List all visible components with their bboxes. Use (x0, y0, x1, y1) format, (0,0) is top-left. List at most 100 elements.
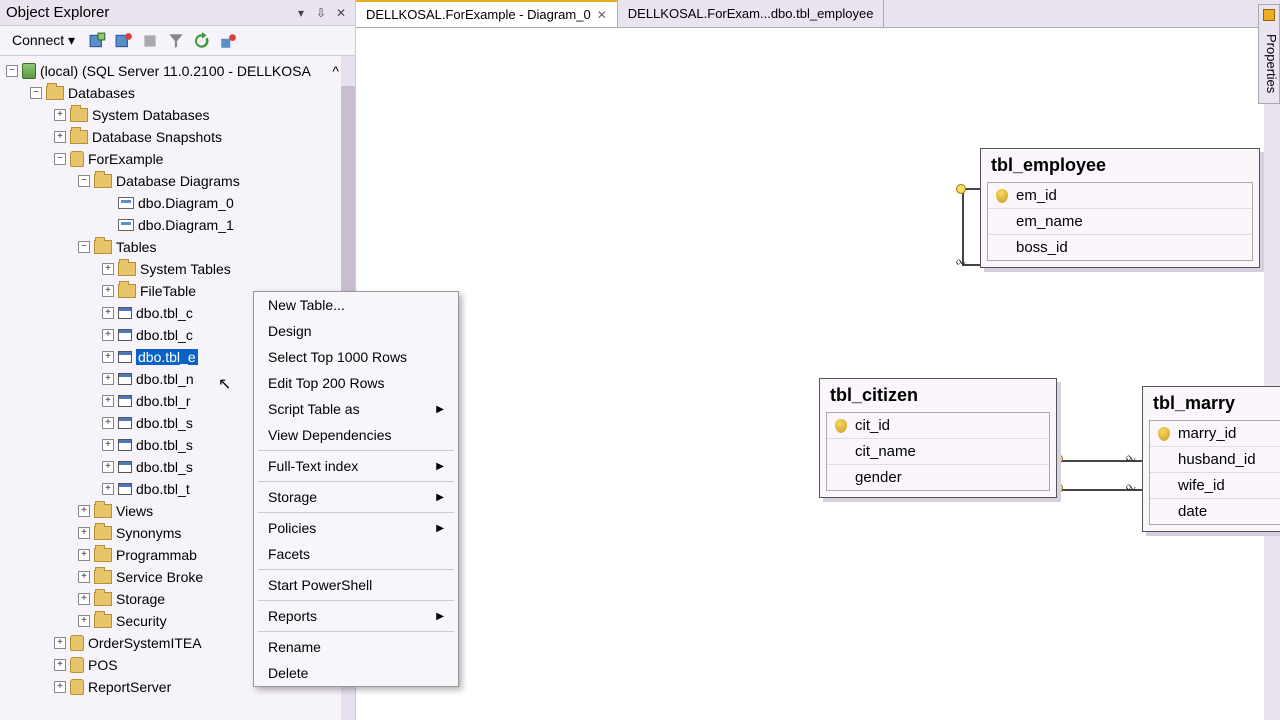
tree-diagram-1[interactable]: dbo.Diagram_1 (0, 214, 355, 236)
entity-marry[interactable]: tbl_marrymarry_idhusband_idwife_iddate (1142, 386, 1280, 532)
menu-item-label: Rename (268, 639, 321, 655)
relation-infinity-icon: ⧜ (1126, 450, 1136, 465)
diagram-icon (118, 219, 134, 231)
key-spacer (1158, 479, 1170, 493)
tree-tables[interactable]: −Tables (0, 236, 355, 258)
column-name: gender (855, 469, 902, 486)
menu-item-full-text-index[interactable]: Full-Text index ▶ (254, 453, 458, 479)
tree-forexample-db[interactable]: −ForExample (0, 148, 355, 170)
submenu-arrow-icon: ▶ (436, 461, 444, 472)
folder-icon (94, 504, 112, 518)
column-name: marry_id (1178, 425, 1236, 442)
key-spacer (996, 215, 1008, 229)
connect-button[interactable]: Connect ▾ (6, 30, 81, 51)
pin-icon[interactable]: ⇩ (313, 5, 329, 21)
entity-columns: marry_id husband_idwife_iddate (1149, 420, 1280, 525)
diagram-canvas[interactable]: ▲ ⧜ ⧜ ⧜ tbl_employeeem_idem_nameboss_idt… (356, 28, 1280, 720)
column-name: em_name (1016, 213, 1083, 230)
tree-system-databases[interactable]: +System Databases (0, 104, 355, 126)
folder-icon (94, 614, 112, 628)
entity-column[interactable]: cit_name (827, 439, 1049, 465)
document-tabs: DELLKOSAL.ForExample - Diagram_0 ✕ DELLK… (356, 0, 1280, 28)
entity-column[interactable]: em_name (988, 209, 1252, 235)
tab-close-icon[interactable]: ✕ (597, 8, 607, 22)
key-spacer (1158, 453, 1170, 467)
menu-item-reports[interactable]: Reports▶ (254, 603, 458, 629)
menu-item-label: Reports (268, 608, 317, 624)
menu-item-label: Script Table as (268, 401, 360, 417)
close-icon[interactable]: ✕ (333, 5, 349, 21)
primary-key-icon (1158, 427, 1170, 441)
menu-item-facets[interactable]: Facets (254, 541, 458, 567)
tree-system-tables[interactable]: +System Tables (0, 258, 355, 280)
database-icon (70, 635, 84, 651)
entity-column[interactable]: cit_id (827, 413, 1049, 439)
column-name: em_id (1016, 187, 1057, 204)
submenu-arrow-icon: ▶ (436, 523, 444, 534)
toolbar-filter-icon[interactable] (167, 32, 185, 50)
menu-item-select-top-1000-rows[interactable]: Select Top 1000 Rows (254, 344, 458, 370)
dropdown-icon[interactable]: ▾ (293, 5, 309, 21)
menu-item-storage[interactable]: Storage▶ (254, 484, 458, 510)
menu-item-label: Start PowerShell (268, 577, 372, 593)
toolbar-stop-icon[interactable] (141, 32, 159, 50)
menu-separator (258, 569, 454, 570)
toolbar-refresh-icon[interactable] (193, 32, 211, 50)
folder-icon (94, 526, 112, 540)
folder-icon (94, 592, 112, 606)
menu-item-rename[interactable]: Rename (254, 634, 458, 660)
toolbar-icon-1[interactable] (89, 32, 107, 50)
menu-item-start-powershell[interactable]: Start PowerShell (254, 572, 458, 598)
menu-item-label: Full-Text index (268, 458, 358, 474)
entity-column[interactable]: em_id (988, 183, 1252, 209)
primary-key-icon (996, 189, 1008, 203)
entity-employee[interactable]: tbl_employeeem_idem_nameboss_id (980, 148, 1260, 268)
folder-icon (94, 570, 112, 584)
table-icon (118, 307, 132, 319)
menu-item-design[interactable]: Design (254, 318, 458, 344)
entity-citizen[interactable]: tbl_citizencit_idcit_namegender (819, 378, 1057, 498)
entity-column[interactable]: boss_id (988, 235, 1252, 260)
entity-column[interactable]: wife_id (1150, 473, 1280, 499)
properties-side-tab[interactable]: Properties (1258, 4, 1280, 104)
tree-database-diagrams[interactable]: −Database Diagrams (0, 170, 355, 192)
tab-employee[interactable]: DELLKOSAL.ForExam...dbo.tbl_employee (618, 0, 885, 27)
menu-item-edit-top-200-rows[interactable]: Edit Top 200 Rows (254, 370, 458, 396)
relation-key-icon (956, 184, 966, 194)
menu-item-policies[interactable]: Policies▶ (254, 515, 458, 541)
tree-database-snapshots[interactable]: +Database Snapshots (0, 126, 355, 148)
tab-diagram-0[interactable]: DELLKOSAL.ForExample - Diagram_0 ✕ (356, 0, 618, 27)
menu-item-label: Facets (268, 546, 310, 562)
canvas-scrollbar[interactable]: ▲ (1264, 28, 1280, 720)
explorer-title-bar: Object Explorer ▾ ⇩ ✕ (0, 0, 355, 26)
tree-server-node[interactable]: −(local) (SQL Server 11.0.2100 - DELLKOS… (0, 60, 355, 82)
diagram-icon (118, 197, 134, 209)
table-icon (118, 439, 132, 451)
toolbar-icon-2[interactable] (115, 32, 133, 50)
table-icon (118, 373, 132, 385)
table-icon (118, 483, 132, 495)
tree-databases[interactable]: −Databases (0, 82, 355, 104)
key-spacer (835, 471, 847, 485)
column-name: cit_id (855, 417, 890, 434)
key-spacer (835, 445, 847, 459)
menu-separator (258, 600, 454, 601)
menu-item-view-dependencies[interactable]: View Dependencies (254, 422, 458, 448)
entity-column[interactable]: date (1150, 499, 1280, 524)
entity-column[interactable]: husband_id (1150, 447, 1280, 473)
menu-item-label: Select Top 1000 Rows (268, 349, 407, 365)
menu-item-label: New Table... (268, 297, 345, 313)
menu-item-script-table-as[interactable]: Script Table as▶ (254, 396, 458, 422)
properties-icon (1263, 9, 1275, 21)
menu-item-delete[interactable]: Delete (254, 660, 458, 686)
folder-icon (94, 548, 112, 562)
menu-separator (258, 631, 454, 632)
entity-column[interactable]: marry_id (1150, 421, 1280, 447)
explorer-toolbar: Connect ▾ (0, 26, 355, 56)
menu-item-new-table[interactable]: New Table... (254, 292, 458, 318)
tree-diagram-0[interactable]: dbo.Diagram_0 (0, 192, 355, 214)
toolbar-icon-6[interactable] (219, 32, 237, 50)
editor-area: DELLKOSAL.ForExample - Diagram_0 ✕ DELLK… (356, 0, 1280, 720)
entity-column[interactable]: gender (827, 465, 1049, 490)
folder-icon (118, 262, 136, 276)
